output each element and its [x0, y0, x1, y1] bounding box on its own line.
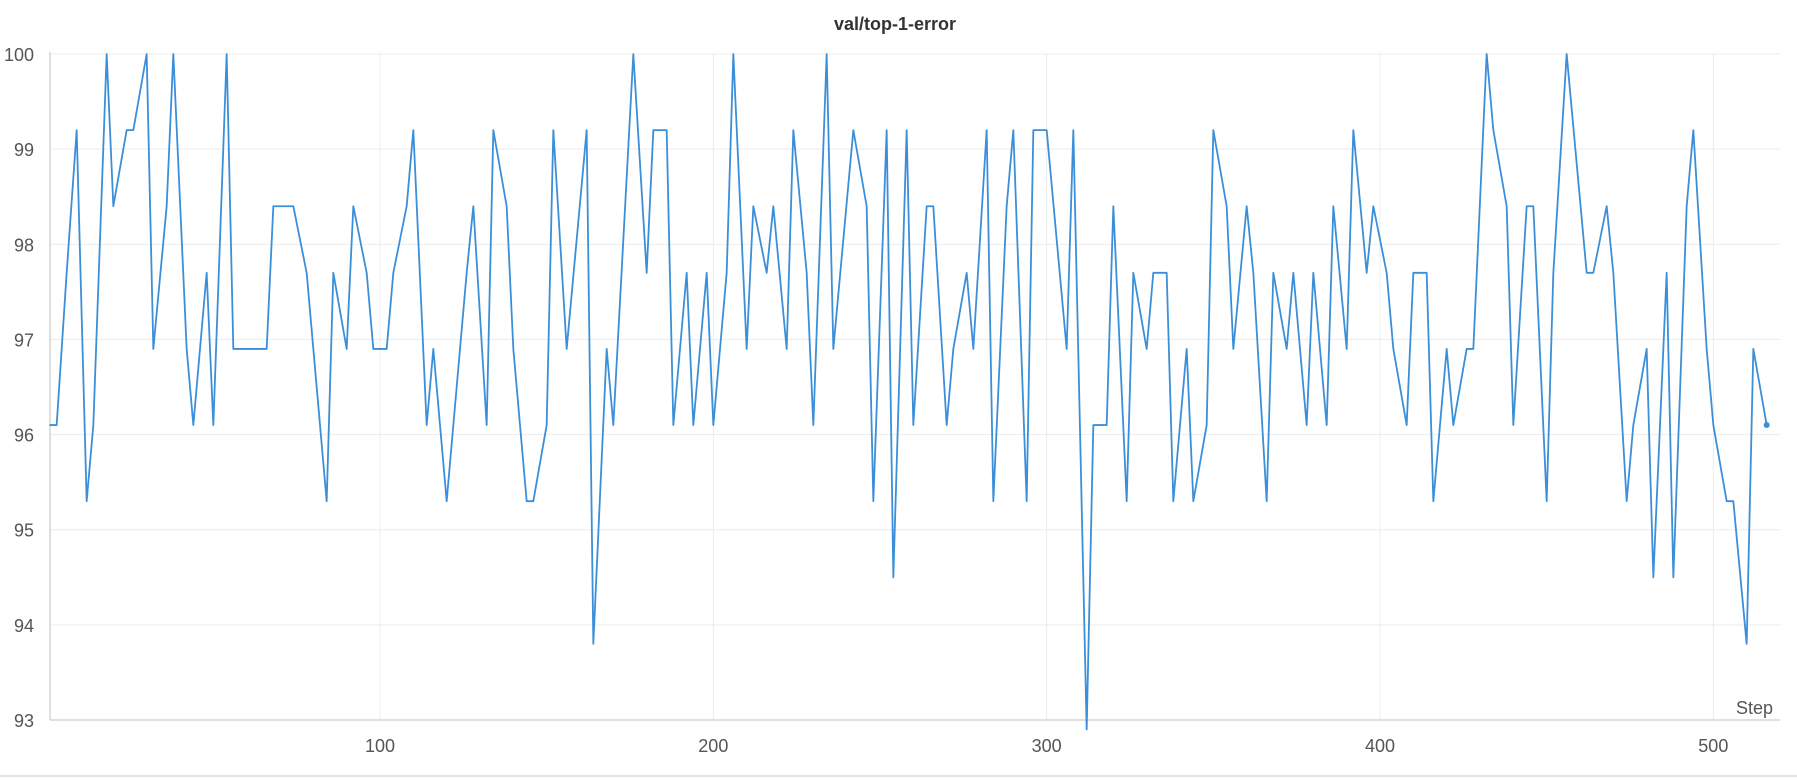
x-tick-label: 400: [1365, 736, 1395, 756]
x-axis-label: Step: [1736, 698, 1773, 718]
y-tick-label: 94: [14, 616, 34, 636]
y-tick-label: 100: [4, 45, 34, 65]
y-tick-label: 99: [14, 140, 34, 160]
y-tick-label: 95: [14, 521, 34, 541]
series-layer: [49, 53, 1770, 731]
series-line: [49, 53, 1768, 731]
x-tick-label: 200: [698, 736, 728, 756]
grid: [50, 53, 1780, 721]
y-tick-label: 97: [14, 330, 34, 350]
series-end-point: [1763, 422, 1770, 429]
x-tick-label: 500: [1698, 736, 1728, 756]
y-tick-label: 98: [14, 235, 34, 255]
y-tick-label: 96: [14, 426, 34, 446]
axes: 93 94 95 96 97 98 99 100 100 200 300 400 500: [4, 45, 1780, 756]
chart-title: val/top-1-error: [834, 14, 956, 34]
y-tick-label: 93: [14, 711, 34, 731]
x-tick-label: 100: [365, 736, 395, 756]
x-tick-label: 300: [1032, 736, 1062, 756]
